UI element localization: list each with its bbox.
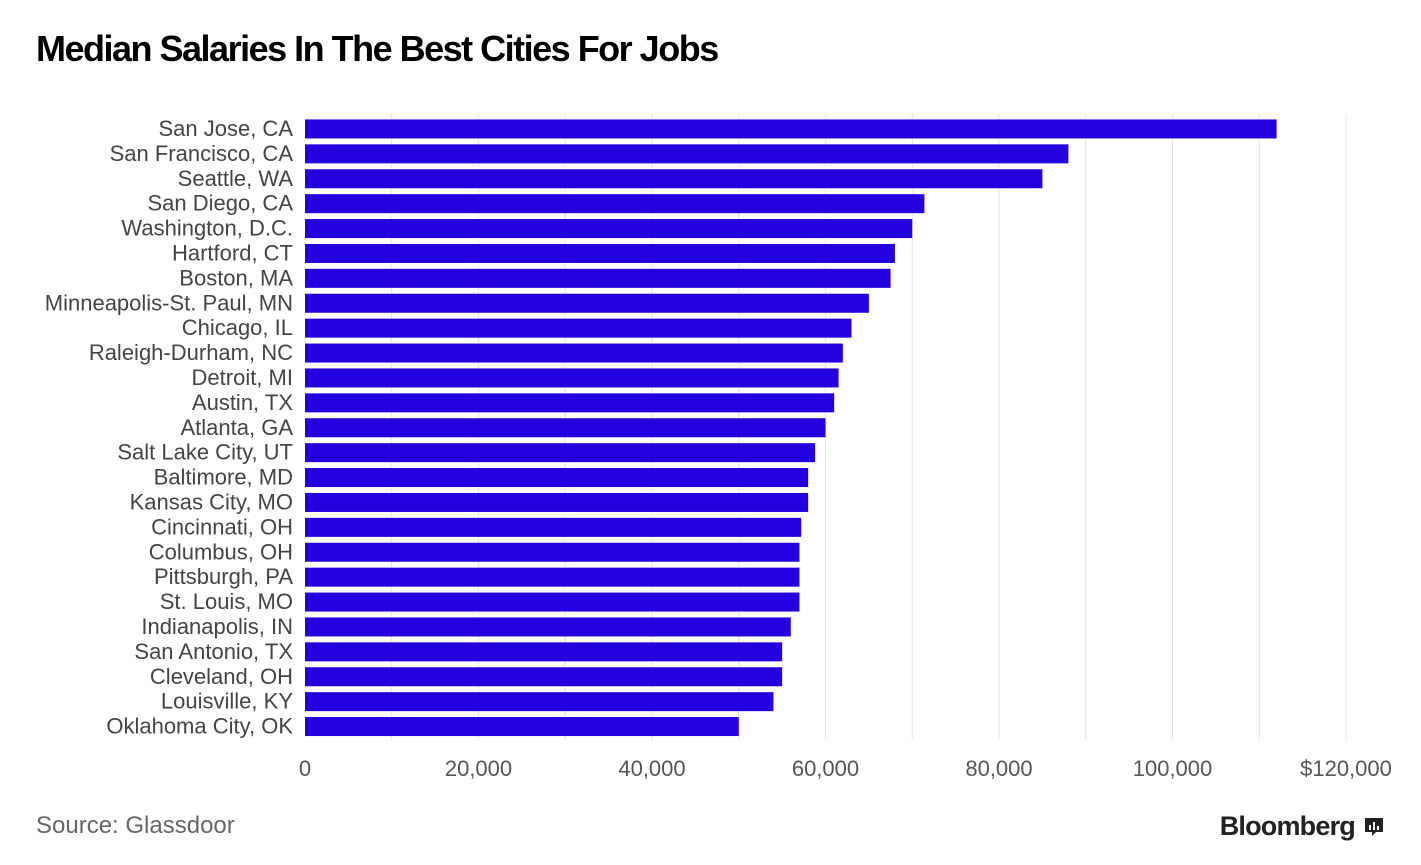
bar xyxy=(305,717,739,737)
x-tick-label: 80,000 xyxy=(965,756,1032,781)
bar xyxy=(305,144,1069,164)
category-label: Washington, D.C. xyxy=(121,216,293,241)
bar xyxy=(305,542,800,562)
bar xyxy=(305,368,839,388)
x-tick-label: 0 xyxy=(299,756,311,781)
bar xyxy=(305,393,835,413)
bar xyxy=(305,418,826,438)
bar xyxy=(305,169,1043,189)
category-label: St. Louis, MO xyxy=(160,589,293,614)
category-label: San Diego, CA xyxy=(147,191,293,216)
bar xyxy=(305,343,843,363)
category-label: Cincinnati, OH xyxy=(151,514,293,539)
bar xyxy=(305,642,783,662)
category-label: Louisville, KY xyxy=(161,689,293,714)
category-label: Boston, MA xyxy=(179,265,293,290)
category-label: Austin, TX xyxy=(192,390,293,415)
category-label: Raleigh-Durham, NC xyxy=(89,340,293,365)
category-label: Seattle, WA xyxy=(178,166,294,191)
category-label: Kansas City, MO xyxy=(130,489,293,514)
source-note: Source: Glassdoor xyxy=(36,812,235,839)
category-label: San Francisco, CA xyxy=(110,141,294,166)
chart-icon xyxy=(1365,817,1383,836)
bar xyxy=(305,268,891,288)
x-tick-label: 20,000 xyxy=(445,756,512,781)
category-label: Atlanta, GA xyxy=(180,415,293,440)
category-label: Columbus, OH xyxy=(149,539,293,564)
bar xyxy=(305,667,783,687)
chart-title: Median Salaries In The Best Cities For J… xyxy=(36,28,719,69)
category-label: Salt Lake City, UT xyxy=(117,440,293,465)
x-tick-label: 60,000 xyxy=(792,756,859,781)
bar xyxy=(305,617,791,637)
category-label: Pittsburgh, PA xyxy=(154,564,293,589)
brand-name: Bloomberg xyxy=(1219,811,1356,841)
bar xyxy=(305,318,852,338)
category-label: Minneapolis-St. Paul, MN xyxy=(45,290,293,315)
bar xyxy=(305,443,816,463)
category-label: Detroit, MI xyxy=(192,365,293,390)
bar xyxy=(305,119,1277,139)
brand-logo: Bloomberg xyxy=(1220,811,1385,842)
x-tick-label: $120,000 xyxy=(1300,756,1392,781)
category-label: Chicago, IL xyxy=(182,315,293,340)
category-label: Baltimore, MD xyxy=(154,465,293,490)
x-tick-label: 100,000 xyxy=(1133,756,1213,781)
bar xyxy=(305,219,913,239)
category-label: Indianapolis, IN xyxy=(141,614,293,639)
bar xyxy=(305,293,869,313)
category-label: Oklahoma City, OK xyxy=(106,714,293,739)
bar xyxy=(305,243,895,263)
category-label: Hartford, CT xyxy=(172,240,293,265)
category-label: Cleveland, OH xyxy=(150,664,293,689)
bar xyxy=(305,592,800,612)
bar xyxy=(305,567,800,587)
category-label: San Jose, CA xyxy=(158,116,293,141)
bar xyxy=(305,194,925,214)
x-tick-label: 40,000 xyxy=(618,756,685,781)
bar xyxy=(305,517,802,537)
category-label: San Antonio, TX xyxy=(134,639,293,664)
bar xyxy=(305,692,774,712)
bar xyxy=(305,468,809,488)
bar xyxy=(305,492,809,512)
